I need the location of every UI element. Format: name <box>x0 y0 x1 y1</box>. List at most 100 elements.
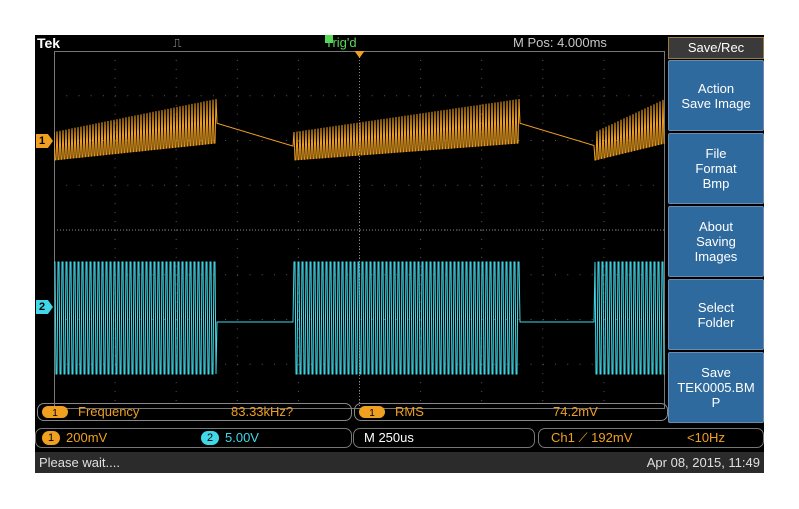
grid-dot <box>432 140 434 141</box>
grid-dot <box>603 301 605 303</box>
grid-dot <box>261 319 263 320</box>
grid-dot <box>114 86 116 88</box>
grid-dot <box>175 104 177 106</box>
grid-dot <box>297 301 299 303</box>
grid-dot <box>236 122 238 124</box>
grid-dot <box>310 363 312 365</box>
grid-dot <box>420 265 422 267</box>
grid-dot <box>603 382 605 384</box>
grid-dot <box>603 140 605 141</box>
ch1-scale-value: 200mV <box>66 430 108 445</box>
grid-dot <box>249 140 251 141</box>
grid-dot <box>506 319 508 320</box>
button-line: Folder <box>697 314 735 330</box>
grid-dot <box>420 203 422 205</box>
grid-dot <box>66 319 68 320</box>
vertical-scale-box[interactable]: 1 200mV 2 5.00V <box>35 428 352 448</box>
grid-dot <box>286 140 288 141</box>
grid-dot <box>297 400 299 402</box>
file-format-button[interactable]: File Format Bmp <box>668 133 764 204</box>
grid-dot <box>175 247 177 249</box>
grid-dot <box>579 319 581 320</box>
grid-dot <box>481 149 483 151</box>
grid-dot <box>481 113 483 115</box>
trigger-type-icon: ⎍ <box>173 36 182 50</box>
grid-dot <box>236 310 238 312</box>
grid-dot <box>628 95 630 97</box>
grid-dot <box>457 95 459 97</box>
grid-dot <box>383 184 385 186</box>
ch2-ground-marker[interactable]: 2 <box>36 300 53 314</box>
grid-dot <box>236 59 238 61</box>
grid-dot <box>200 184 202 186</box>
grid-dot <box>114 400 116 402</box>
grid-dot <box>481 104 483 106</box>
grid-dot <box>236 373 238 375</box>
grid-dot <box>114 337 116 339</box>
grid-dot <box>139 319 141 320</box>
grid-dot <box>359 158 360 160</box>
grid-dot <box>591 363 593 365</box>
measurement-rms[interactable]: 1 RMS 74.2mV <box>354 403 668 421</box>
grid-dot <box>640 229 642 231</box>
grid-dot <box>236 149 238 151</box>
grid-dot <box>175 301 177 303</box>
grid-dot <box>175 113 177 115</box>
grid-dot <box>396 319 398 320</box>
grid-dot <box>396 274 398 276</box>
grid-dot <box>396 184 398 186</box>
grid-dot <box>163 319 165 320</box>
grid-dot <box>542 382 544 384</box>
grid-dot <box>188 95 190 97</box>
grid-dot <box>114 59 116 61</box>
grid-dot <box>359 391 360 393</box>
timebase-box[interactable]: M 250us <box>353 428 535 448</box>
grid-dot <box>236 104 238 106</box>
grid-dot <box>236 203 238 205</box>
ch1-scale[interactable]: 1 200mV <box>42 429 107 447</box>
grid-dot <box>175 176 177 178</box>
grid-dot <box>603 319 605 320</box>
trigger-status: Trig'd <box>325 35 357 51</box>
grid-dot <box>652 184 654 186</box>
grid-dot <box>542 77 544 79</box>
grid-dot <box>542 292 544 294</box>
ch1-ground-marker[interactable]: 1 <box>36 134 53 148</box>
grid-dot <box>90 229 92 231</box>
grid-dot <box>114 221 116 223</box>
measurement-frequency[interactable]: 1 Frequency 83.33kHz? <box>37 403 352 421</box>
grid-dot <box>78 319 80 320</box>
grid-dot <box>151 184 153 186</box>
grid-dot <box>297 337 299 339</box>
grid-dot <box>298 363 300 365</box>
grid-dot <box>359 400 360 402</box>
grid-dot <box>420 346 422 348</box>
grid-dot <box>481 184 483 186</box>
grid-dot <box>78 363 80 365</box>
grid-dot <box>457 363 459 365</box>
grid-dot <box>603 238 605 240</box>
button-line: Format <box>695 161 737 176</box>
grid-dot <box>603 391 605 393</box>
grid-dot <box>297 310 299 312</box>
ch2-scale[interactable]: 2 5.00V <box>201 429 259 447</box>
grid-dot <box>481 167 483 169</box>
trigger-box[interactable]: Ch1 ⟋ 192mV <10Hz <box>538 428 764 448</box>
grid-dot <box>542 238 544 240</box>
grid-dot <box>175 158 177 160</box>
grid-dot <box>359 194 360 196</box>
grid-dot <box>518 229 520 231</box>
save-file-button[interactable]: Save TEK0005.BM P <box>668 352 764 423</box>
about-saving-images-button[interactable]: About Saving Images <box>668 206 764 277</box>
action-save-image-button[interactable]: Action Save Image <box>668 60 764 131</box>
button-line: Saving <box>696 234 736 249</box>
grid-dot <box>579 95 581 97</box>
grid-dot <box>420 292 422 294</box>
select-folder-button[interactable]: Select Folder <box>668 279 764 350</box>
grid-dot <box>603 158 605 160</box>
grid-dot <box>188 229 190 231</box>
grid-dot <box>408 274 410 276</box>
message-bar: Please wait.... Apr 08, 2015, 11:49 <box>35 452 764 473</box>
grid-dot <box>310 184 312 186</box>
button-line: File <box>705 146 727 161</box>
